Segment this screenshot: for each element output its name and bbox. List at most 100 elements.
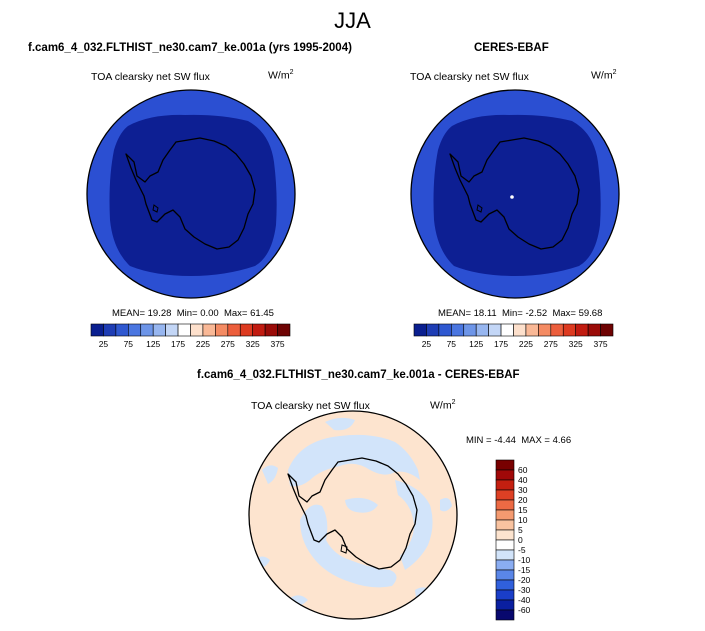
panel-3-colorbar-swatch	[495, 519, 515, 531]
panel-1-map	[86, 89, 296, 299]
panel-1-colorbar-swatch	[115, 323, 129, 337]
panel-3-colorbar-swatch	[495, 469, 515, 481]
panel-2-colorbar-swatch	[600, 323, 614, 337]
panel-2-colorbar-swatch	[562, 323, 576, 337]
panel-1-colorbar-swatch	[90, 323, 104, 337]
panel-2-inner-field	[433, 114, 601, 276]
panel-2-colorbar-tick-label: 125	[469, 339, 483, 349]
panel-3-variable-label: TOA clearsky net SW flux	[251, 400, 370, 412]
panel-1-colorbar-tick-label: 175	[171, 339, 185, 349]
panel-1-colorbar-tick-label: 325	[246, 339, 260, 349]
panel-3-colorbar-swatch	[495, 609, 515, 621]
panel-1-title: f.cam6_4_032.FLTHIST_ne30.cam7_ke.001a (…	[28, 42, 352, 54]
panel-3-colorbar-tick-label: 60	[518, 465, 528, 475]
panel-1-map-border	[86, 89, 296, 299]
panel-2-variable-label: TOA clearsky net SW flux	[410, 71, 529, 83]
panel-2-colorbar-swatch	[426, 323, 440, 337]
panel-2-colorbar-tick-label: 25	[422, 339, 432, 349]
panel-3-colorbar-tick-label: 40	[518, 475, 528, 485]
panel-2-colorbar-swatch	[463, 323, 477, 337]
panel-3-colorbar-tick-label: 15	[518, 505, 528, 515]
panel-3-colorbar-tick-label: 5	[518, 525, 523, 535]
panel-1-units: W/m2	[268, 69, 294, 82]
panel-1-colorbar-tick-label: 75	[124, 339, 134, 349]
panel-3-stats: MIN = -4.44 MAX = 4.66	[466, 435, 572, 446]
panel-1-colorbar-tick-label: 375	[270, 339, 284, 349]
panel-2-colorbar-tick-label: 325	[569, 339, 583, 349]
panel-2-colorbar-swatch	[587, 323, 601, 337]
panel-3-colorbar-tick-label: -10	[518, 555, 531, 565]
panel-2-colorbar-swatch	[413, 323, 427, 337]
panel-2-colorbar-swatch	[488, 323, 502, 337]
panel-1-colorbar-swatch	[252, 323, 266, 337]
panel-3-colorbar-swatch	[495, 569, 515, 581]
panel-1-colorbar-swatch	[277, 323, 291, 337]
panel-1-stats: MEAN= 19.28 Min= 0.00 Max= 61.45	[112, 308, 274, 319]
panel-1-colorbar-swatch	[227, 323, 241, 337]
panel-2-antarctica-coastline	[449, 137, 580, 250]
figure-title: JJA	[334, 8, 371, 33]
panel-1-colorbar-swatch	[177, 323, 191, 337]
panel-1-colorbar-swatch	[128, 323, 142, 337]
panel-1-colorbar-swatch	[103, 323, 117, 337]
panel-2-colorbar: 25 75 125 175 225 275 325 375	[413, 323, 614, 349]
panel-2-colorbar-swatch	[550, 323, 564, 337]
panel-2-colorbar-swatch	[438, 323, 452, 337]
panel-3-colorbar-tick-label: 0	[518, 535, 523, 545]
panel-2-colorbar-tick-label: 75	[447, 339, 457, 349]
panel-3-colorbar-swatch	[495, 559, 515, 571]
panel-3-island	[340, 544, 348, 554]
panel-3-colorbar-swatch	[495, 459, 515, 471]
panel-1-variable-label: TOA clearsky net SW flux	[91, 71, 210, 83]
panel-1-colorbar-tick-label: 275	[221, 339, 235, 349]
panel-3-colorbar-swatch	[495, 539, 515, 551]
panel-3-units: W/m2	[430, 399, 456, 412]
panel-3-colorbar-swatch	[495, 529, 515, 541]
panel-3-colorbar-swatch	[495, 599, 515, 611]
panel-2-colorbar-tick-label: 375	[593, 339, 607, 349]
panel-2-colorbar-swatch	[538, 323, 552, 337]
panel-3-colorbar-swatch	[495, 589, 515, 601]
panel-3-colorbar-tick-label: 30	[518, 485, 528, 495]
panel-2-map	[410, 89, 620, 299]
panel-1-colorbar-swatch	[215, 323, 229, 337]
panel-3-colorbar-swatch	[495, 489, 515, 501]
panel-1-colorbar-swatch	[239, 323, 253, 337]
panel-1-inner-field	[109, 114, 277, 276]
panel-3-colorbar-tick-label: -5	[518, 545, 526, 555]
panel-2-colorbar-swatch	[575, 323, 589, 337]
panel-3-colorbar-swatch	[495, 479, 515, 491]
panel-3-colorbar-tick-label: -20	[518, 575, 531, 585]
panel-1-colorbar-tick-label: 225	[196, 339, 210, 349]
panel-2-colorbar-swatch	[513, 323, 527, 337]
panel-2-colorbar-swatch	[475, 323, 489, 337]
panel-1-colorbar: 25 75 125 175 225 275 325 375	[90, 323, 291, 349]
panel-1-colorbar-swatch	[152, 323, 166, 337]
panel-2-colorbar-swatch	[451, 323, 465, 337]
panel-3-colorbar-swatch	[495, 499, 515, 511]
panel-2-island	[476, 204, 483, 213]
panel-2-colorbar-tick-label: 275	[544, 339, 558, 349]
panel-1-colorbar-swatch	[165, 323, 179, 337]
panel-2-map-border	[410, 89, 620, 299]
panel-1-colorbar-tick-label: 125	[146, 339, 160, 349]
panel-1-colorbar-swatch	[264, 323, 278, 337]
panel-1-colorbar-swatch	[140, 323, 154, 337]
panel-1-island	[152, 204, 159, 213]
panel-3-colorbar-tick-label: -15	[518, 565, 531, 575]
panel-1-colorbar-swatch	[202, 323, 216, 337]
panel-3-colorbar-tick-label: -60	[518, 605, 531, 615]
panel-3-colorbar-swatch	[495, 579, 515, 591]
panel-3-title: f.cam6_4_032.FLTHIST_ne30.cam7_ke.001a -…	[197, 369, 520, 381]
panel-2-colorbar-swatch	[500, 323, 514, 337]
panel-3-map-border	[248, 410, 458, 620]
panel-1-colorbar-tick-label: 25	[99, 339, 109, 349]
panel-2-colorbar-tick-label: 225	[519, 339, 533, 349]
panel-3-colorbar-swatch	[495, 509, 515, 521]
panel-2-stats: MEAN= 18.11 Min= -2.52 Max= 59.68	[438, 308, 603, 319]
panel-2-pole-marker	[510, 195, 514, 199]
panel-1-colorbar-swatch	[190, 323, 204, 337]
panel-2-title: CERES-EBAF	[474, 42, 549, 54]
